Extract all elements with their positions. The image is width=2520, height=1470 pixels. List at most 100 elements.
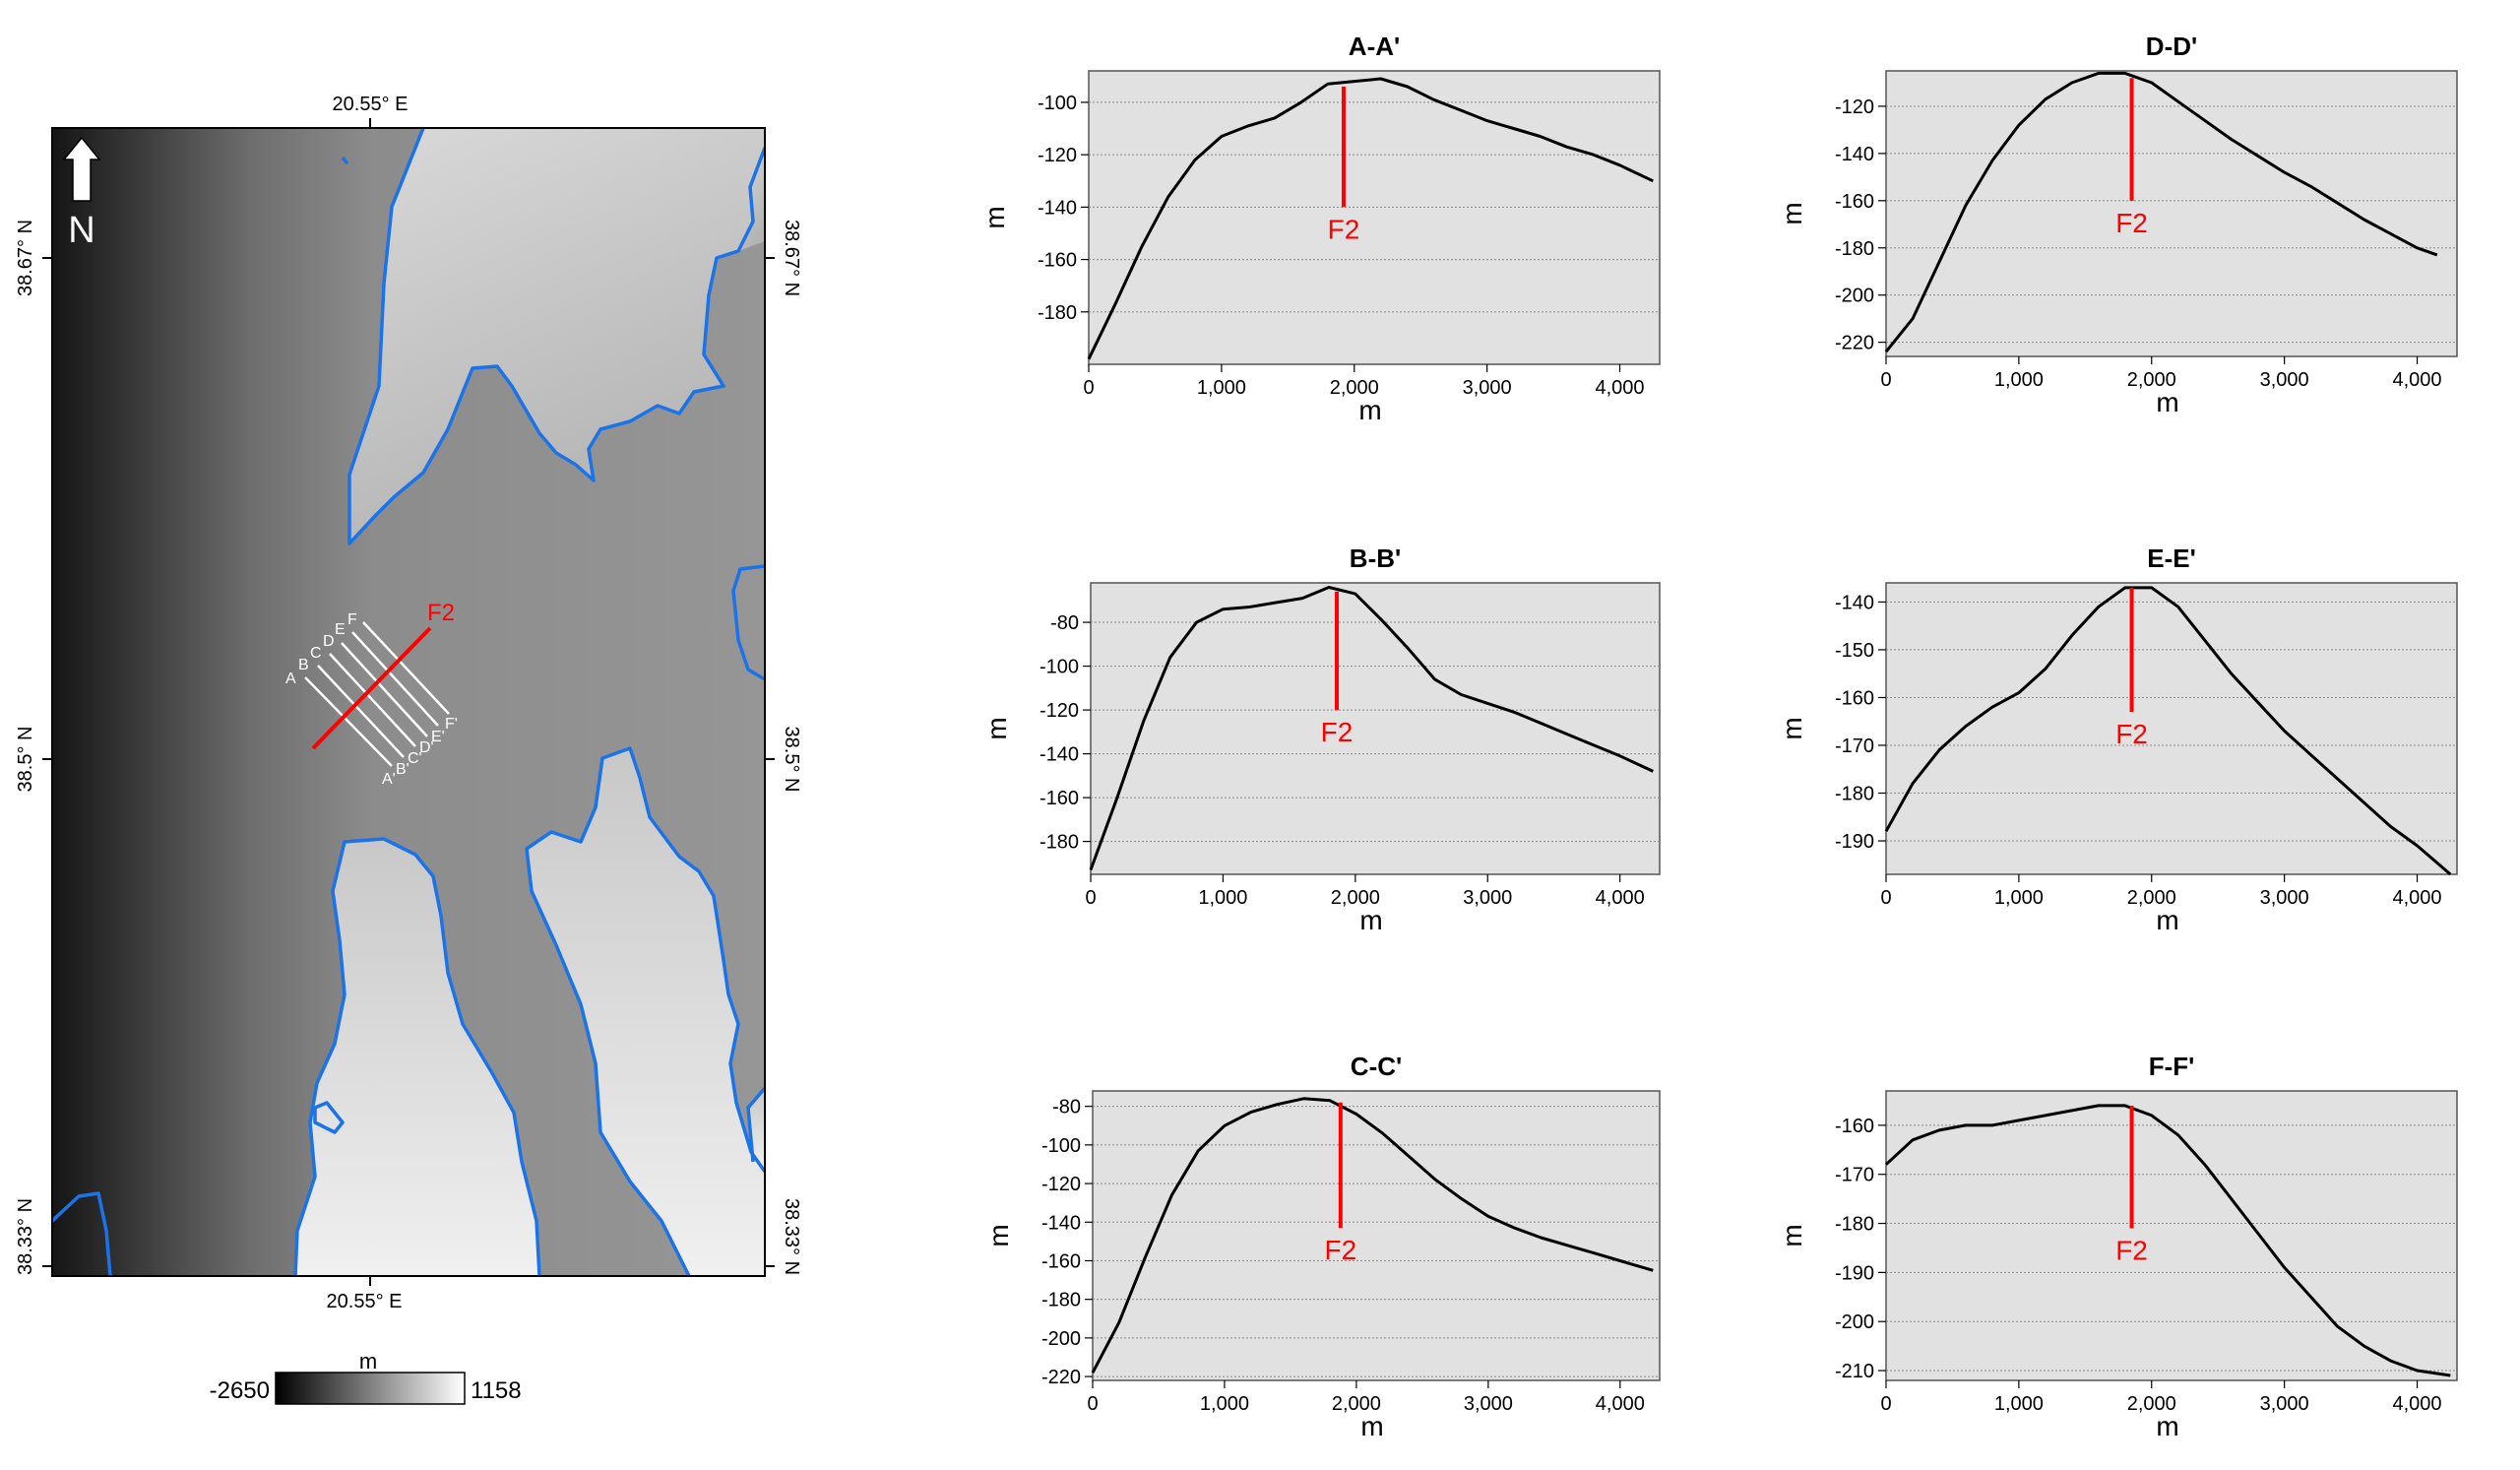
y-axis-label: m [979,206,1010,228]
profile-end-label-d: D' [419,739,434,756]
y-tick-label: -160 [1038,250,1077,272]
profile-end-label-a: A' [382,771,396,788]
profile-start-label-a: A [285,671,296,687]
fault-label: F2 [2115,208,2148,238]
legend-gradient-bar [275,1372,466,1405]
y-tick-label: -120 [1040,700,1079,722]
y-tick-label: -140 [1835,592,1874,613]
y-tick-label: -180 [1041,1290,1081,1311]
y-tick-label: -120 [1038,145,1077,166]
x-tick-label: 1,000 [1994,1393,2044,1415]
lat-label-right-mid: 38.5° N [781,727,802,793]
y-tick-label: -180 [1835,238,1874,260]
fault-label-map: F2 [427,600,455,626]
y-tick-label: -160 [1041,1250,1081,1272]
x-tick-label: 0 [1880,1393,1891,1415]
y-tick-label: -120 [1041,1174,1081,1195]
profile-line-f [362,621,450,715]
chart-title: F-F' [2149,1052,2195,1081]
map-svg: 20.55° E 20.55° E 38.67° N 38.5° N 38.33… [15,94,802,1405]
x-tick-label: 3,000 [1463,887,1512,909]
x-tick-label: 3,000 [2260,369,2309,391]
x-tick-label: 1,000 [1994,369,2044,391]
x-tick-label: 3,000 [1464,1393,1513,1415]
x-tick-label: 4,000 [1596,1393,1645,1415]
x-tick-label: 1,000 [1197,377,1246,399]
profile-start-label-f: F [347,611,357,628]
y-axis-label: m [981,717,1012,739]
profile-start-label-c: C [310,645,322,662]
y-tick-label: -140 [1040,744,1079,766]
legend-unit: m [359,1349,377,1374]
profile-chart-0: -180 -160 -140 -120 -100 0 1,000 2,000 3,000 4,00… [979,32,1661,425]
x-tick-label: 3,000 [2260,1393,2309,1415]
chart-title: E-E' [2147,543,2196,573]
profile-end-label-b: B' [396,761,410,778]
x-tick-label: 2,000 [1332,1393,1381,1415]
profile-line-e [351,631,439,727]
fault-label: F2 [1321,717,1354,747]
lat-label-left-top: 38.67° N [15,220,36,296]
y-axis-label: m [983,1224,1014,1246]
plot-area [1885,70,2458,357]
x-axis-label: m [2156,1411,2178,1441]
x-tick-label: 2,000 [1331,887,1380,909]
x-tick-label: 2,000 [2127,887,2176,909]
coastline-southwest-corner [52,1191,112,1276]
x-tick-label: 1,000 [1994,887,2044,909]
profile-chart-1: -220 -200 -180 -160 -140 -120 0 1,000 2,000 3,000… [1777,32,2458,417]
plot-area [1885,1090,2458,1381]
y-axis-label: m [1777,717,1807,739]
y-tick-label: -100 [1041,1135,1081,1157]
y-tick-label: -140 [1038,197,1077,219]
y-tick-label: -200 [1041,1328,1081,1350]
map-panel: 20.55° E 20.55° E 38.67° N 38.5° N 38.33… [0,0,886,1465]
y-tick-label: -100 [1040,657,1079,678]
x-tick-label: 0 [1083,377,1094,399]
y-tick-label: -80 [1052,1097,1081,1118]
profile-line [1884,1104,2451,1377]
x-axis-label: m [2156,387,2178,417]
y-axis-label: m [1777,202,1807,224]
legend-max-label: 1158 [471,1377,522,1404]
profile-end-label-c: C' [408,750,422,767]
y-tick-label: -80 [1050,612,1079,634]
x-tick-label: 4,000 [1596,887,1645,909]
profile-line [1087,77,1654,360]
y-tick-label: -150 [1835,640,1874,662]
profile-lines [304,621,450,767]
x-tick-label: 0 [1087,1393,1098,1415]
x-tick-label: 0 [1085,887,1096,909]
profile-end-label-e: E' [431,729,445,745]
plot-area [1088,70,1661,365]
profile-line-c [329,653,416,747]
y-axis-label: m [1777,1224,1807,1246]
profile-line [1089,586,1654,871]
y-tick-label: -160 [1835,191,1874,213]
x-tick-label: 4,000 [2393,887,2442,909]
y-tick-label: -200 [1835,1311,1874,1333]
y-tick-label: -170 [1835,1165,1874,1186]
x-tick-label: 2,000 [2127,369,2176,391]
map-frame [51,127,766,1277]
chart-title: C-C' [1351,1052,1402,1081]
x-tick-label: 3,000 [2260,887,2309,909]
y-tick-label: -160 [1835,1116,1874,1137]
fault-label: F2 [2115,1236,2148,1266]
profile-line [1884,71,2438,353]
coastline-west-islet [313,1101,345,1134]
coastline-islet [341,156,349,165]
y-tick-label: -160 [1040,788,1079,809]
x-tick-label: 1,000 [1200,1393,1249,1415]
x-tick-label: 2,000 [2127,1393,2176,1415]
chart-title: D-D' [2146,32,2197,61]
y-tick-label: -140 [1041,1212,1081,1234]
land-south-west [295,839,539,1276]
x-tick-label: 0 [1880,369,1891,391]
y-tick-label: -190 [1835,831,1874,853]
x-axis-label: m [1360,1411,1383,1441]
x-tick-label: 4,000 [1596,377,1645,399]
x-tick-label: 3,000 [1463,377,1512,399]
y-tick-label: -180 [1040,832,1079,854]
chart-title: A-A' [1349,32,1400,61]
